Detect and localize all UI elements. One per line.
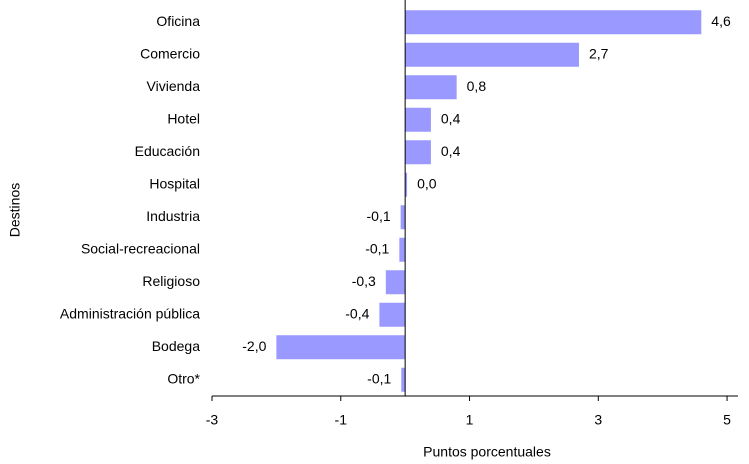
value-label: 0,0	[417, 175, 437, 191]
y-axis-label: Destinos	[7, 183, 23, 237]
x-tick-label: -1	[335, 412, 348, 428]
y-tick-label: Industria	[146, 208, 200, 224]
bar	[401, 367, 406, 392]
y-tick-label: Educación	[135, 143, 200, 159]
value-label: -2,0	[242, 338, 266, 354]
bar	[399, 237, 406, 262]
value-label: -0,1	[367, 208, 391, 224]
bar	[400, 205, 406, 230]
value-label: 4,6	[711, 13, 731, 29]
bar	[405, 107, 431, 132]
x-tick-label: 1	[466, 412, 474, 428]
y-tick-label: Bodega	[152, 338, 200, 354]
y-tick-label: Vivienda	[147, 78, 201, 94]
bar	[405, 42, 579, 67]
value-label: -0,1	[365, 240, 389, 256]
bar	[379, 302, 406, 327]
y-tick-label: Hospital	[149, 175, 200, 191]
x-tick-label: 3	[594, 412, 602, 428]
value-label: 0,8	[467, 78, 487, 94]
bar	[405, 75, 457, 100]
bar	[276, 335, 406, 360]
x-tick-label: -3	[206, 412, 219, 428]
y-tick-label: Hotel	[167, 110, 200, 126]
x-tick-label: 5	[723, 412, 731, 428]
bar	[405, 172, 408, 197]
y-tick-label: Religioso	[142, 273, 200, 289]
value-label: 0,4	[441, 110, 461, 126]
value-label: 0,4	[441, 143, 461, 159]
y-tick-label: Social-recreacional	[81, 240, 200, 256]
bar	[405, 10, 702, 35]
y-tick-label: Oficina	[156, 13, 200, 29]
y-tick-label: Otro*	[167, 370, 200, 386]
value-label: 2,7	[589, 45, 609, 61]
value-label: -0,1	[367, 370, 391, 386]
value-label: -0,4	[345, 305, 369, 321]
x-axis-label: Puntos porcentuales	[423, 444, 551, 460]
bar	[385, 270, 406, 295]
bar	[405, 140, 431, 165]
y-tick-label: Comercio	[140, 45, 200, 61]
value-label: -0,3	[352, 273, 376, 289]
y-tick-label: Administración pública	[60, 305, 200, 321]
